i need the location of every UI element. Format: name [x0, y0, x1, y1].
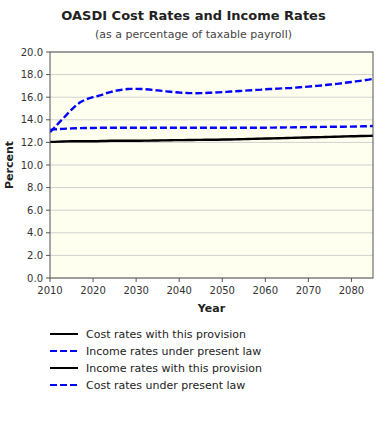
legend-label: Income rates with this provision: [86, 362, 262, 375]
grid-line: [50, 210, 373, 211]
series-line: [50, 136, 373, 142]
tick-label: 20.0: [21, 47, 43, 58]
subtitle: (as a percentage of taxable payroll): [95, 28, 292, 41]
tick-label: 2030: [123, 285, 148, 296]
tick-mark: [93, 278, 94, 282]
tick-label: 18.0: [21, 69, 43, 80]
legend-label: Cost rates with this provision: [86, 328, 246, 341]
tick-label: 14.0: [21, 114, 43, 125]
series-line: [50, 126, 373, 130]
series-group: [50, 79, 373, 142]
chart: OASDI Cost Rates and Income Rates (as a p…: [0, 0, 387, 430]
tick-label: 2050: [210, 285, 235, 296]
tick-mark: [50, 278, 51, 282]
tick-label: 6.0: [27, 205, 43, 216]
tick-mark: [46, 97, 50, 98]
tick-label: 4.0: [27, 227, 43, 238]
tick-label: 10.0: [21, 160, 43, 171]
tick-mark: [351, 278, 352, 282]
y-axis-label: Percent: [3, 141, 16, 189]
y-axis: 0.0 2.0 4.0 6.0 8.0 10.0 12.0 14.0 16.0 18.0 20.0: [21, 47, 50, 284]
plot-frame: [50, 52, 373, 278]
legend-swatch: [50, 333, 78, 335]
legend: Cost rates with this provision Income rat…: [50, 328, 262, 392]
tick-label: 2010: [37, 285, 62, 296]
x-axis-label: Year: [197, 302, 226, 315]
x-axis: 2010 2020 2030 2040 2050 2060 2070 2080: [37, 278, 364, 296]
tick-label: 2020: [80, 285, 105, 296]
tick-mark: [46, 165, 50, 166]
title: OASDI Cost Rates and Income Rates: [61, 8, 326, 23]
legend-swatch: [50, 367, 78, 369]
tick-mark: [46, 278, 50, 279]
tick-label: 2060: [253, 285, 278, 296]
legend-label: Income rates under present law: [86, 345, 261, 358]
grid-line: [50, 74, 373, 75]
tick-label: 2070: [296, 285, 321, 296]
tick-mark: [46, 255, 50, 256]
tick-mark: [46, 52, 50, 53]
tick-label: 12.0: [21, 137, 43, 148]
tick-mark: [222, 278, 223, 282]
grid-line: [50, 187, 373, 188]
tick-mark: [46, 142, 50, 143]
series-line: [50, 136, 373, 142]
tick-mark: [46, 187, 50, 188]
tick-label: 2.0: [27, 250, 43, 261]
tick-label: 2080: [339, 285, 364, 296]
grid: [50, 52, 373, 278]
tick-label: 8.0: [27, 182, 43, 193]
legend-swatch: [50, 350, 78, 352]
tick-label: 16.0: [21, 92, 43, 103]
grid-line: [50, 165, 373, 166]
legend-label: Cost rates under present law: [86, 379, 245, 392]
tick-mark: [46, 119, 50, 120]
plot-background: [50, 52, 373, 278]
tick-mark: [46, 74, 50, 75]
grid-line: [50, 255, 373, 256]
series-line: [50, 79, 373, 132]
tick-label: 0.0: [27, 273, 43, 284]
grid-line: [50, 232, 373, 233]
tick-mark: [265, 278, 266, 282]
tick-label: 2040: [166, 285, 191, 296]
grid-line: [50, 119, 373, 120]
tick-mark: [46, 210, 50, 211]
tick-mark: [179, 278, 180, 282]
tick-mark: [308, 278, 309, 282]
legend-swatch: [50, 384, 78, 386]
tick-mark: [46, 232, 50, 233]
tick-mark: [136, 278, 137, 282]
